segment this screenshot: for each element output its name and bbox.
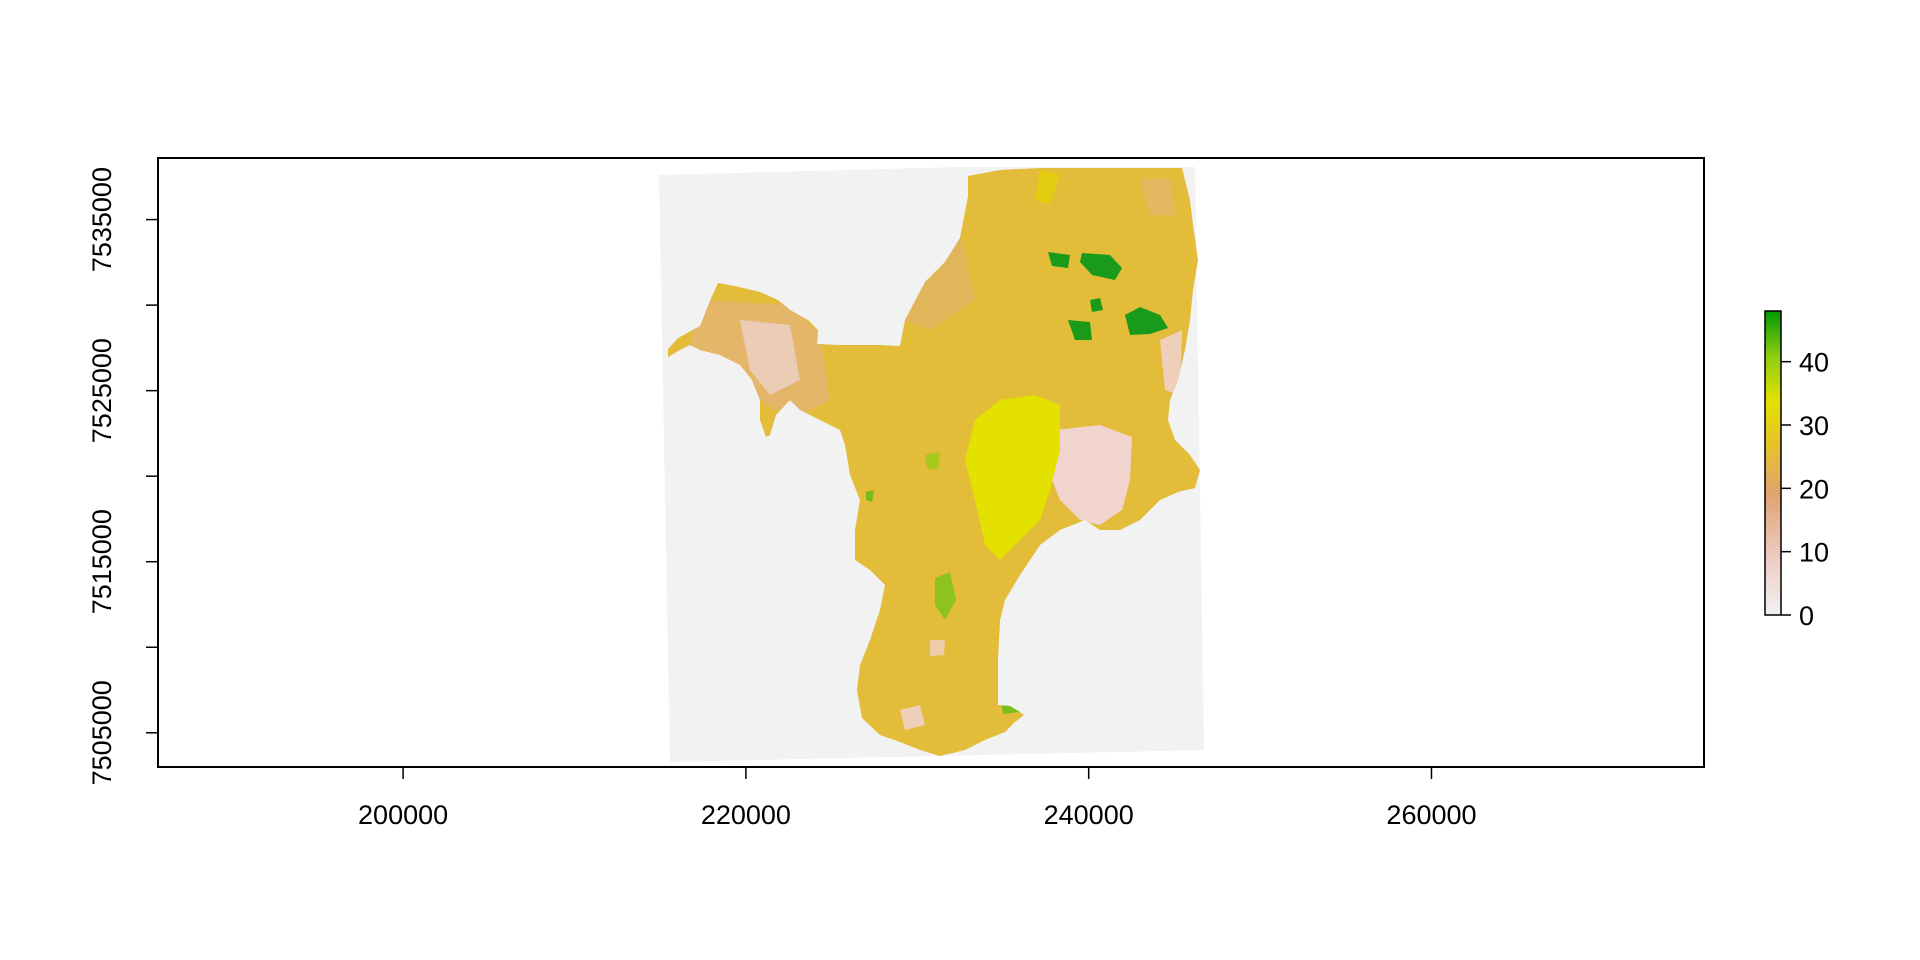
- y-tick-label: 7505000: [87, 680, 117, 785]
- legend-tick-label: 40: [1799, 348, 1829, 378]
- y-tick-label: 7535000: [87, 167, 117, 272]
- y-axis: 7505000 7515000 7525000 7535000: [87, 167, 158, 785]
- y-tick-label: 7525000: [87, 338, 117, 443]
- legend-colorbar: [1764, 310, 1782, 616]
- legend-tick-label: 10: [1799, 538, 1829, 568]
- y-tick-label: 7515000: [87, 509, 117, 614]
- legend-tick-label: 20: [1799, 474, 1829, 504]
- x-tick-label: 220000: [701, 800, 791, 830]
- legend-tick-label: 30: [1799, 411, 1829, 441]
- x-tick-label: 240000: [1044, 800, 1134, 830]
- x-tick-label: 260000: [1386, 800, 1476, 830]
- raster-region: [668, 168, 1200, 756]
- plot-frame: [157, 157, 1705, 768]
- x-axis: 200000 220000 240000 260000: [358, 767, 1477, 830]
- color-legend: 0 10 20 30 40: [1764, 310, 1829, 631]
- x-tick-label: 200000: [358, 800, 448, 830]
- legend-tick-label: 0: [1799, 601, 1814, 631]
